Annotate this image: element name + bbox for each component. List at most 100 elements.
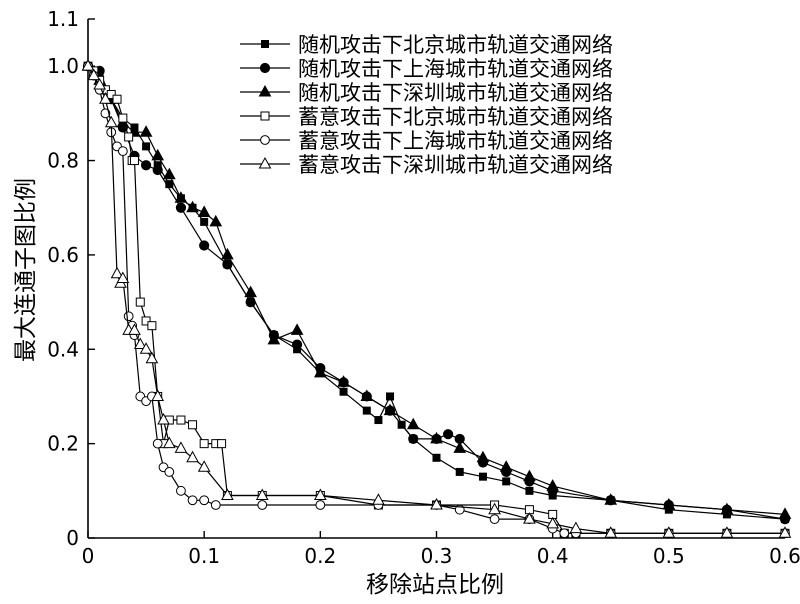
data-point [99,92,112,104]
legend-item-2: 随机攻击下上海城市轨道交通网络 [240,57,613,81]
data-point [523,469,536,482]
data-point [720,502,734,515]
legend-marker [260,111,270,121]
x-tick-label: 0.2 [304,544,336,568]
y-tick-label: 0.6 [47,243,79,267]
data-point [209,214,223,227]
data-point [200,217,209,226]
data-point [720,526,734,538]
data-point [110,266,124,279]
data-point [116,271,130,283]
data-point [118,113,128,123]
data-point [197,205,211,217]
data-point [199,495,210,506]
axes: 0 0.1 0.2 0.3 0.4 0.5 0.6 0 0.2 0.4 0.6 0.8 1.0 1.1 [47,7,800,568]
y-tick-label: 1.0 [47,54,79,78]
x-tick-label: 0.4 [537,544,569,568]
legend-marker [261,40,269,48]
data-point [81,59,95,71]
data-point [151,389,165,401]
data-point [151,148,165,161]
data-point [145,351,159,364]
data-point [559,528,570,539]
y-tick-label: 0.4 [47,337,79,361]
data-point [162,436,176,449]
data-point [139,342,153,354]
legend-marker [259,62,271,74]
data-point [157,413,170,425]
data-point [142,142,151,151]
legend-item-3: 随机攻击下深圳城市轨道交通网络 [240,81,613,105]
legend-item-5: 蓄意攻击下上海城市轨道交通网络 [240,129,613,153]
data-point [523,512,536,524]
data-point [141,316,151,326]
data-point [87,68,101,81]
data-point [499,460,513,472]
data-point [257,500,268,510]
data-point [383,403,397,416]
data-point [186,450,199,463]
data-point [100,108,111,119]
data-point [339,387,348,396]
data-point [123,311,134,322]
x-tick-label: 0.3 [421,544,453,568]
legend-label: 随机攻击下上海城市轨道交通网络 [298,57,613,81]
data-point [290,323,304,335]
legend-marker [258,156,272,169]
legend-label: 蓄意攻击下北京城市轨道交通网络 [298,105,613,129]
data-point [292,339,303,350]
legend: 随机攻击下北京城市轨道交通网络随机攻击下上海城市轨道交通网络随机攻击下深圳城市轨… [240,33,613,177]
data-point [164,467,175,477]
data-point [210,500,221,510]
data-point [152,164,163,176]
series-layer [81,59,792,539]
data-point [432,453,441,462]
data-point [117,146,128,157]
y-tick-label: 0.2 [47,432,79,456]
data-point [128,323,141,335]
data-point [147,321,157,331]
data-point [778,526,792,538]
data-point [139,125,153,137]
data-point [569,521,583,534]
data-point [430,431,443,444]
y-tick-label: 0.8 [47,149,79,173]
data-point [135,297,145,307]
data-point [502,477,511,486]
data-point [93,78,106,90]
data-point [662,497,676,510]
data-point [197,460,211,472]
data-point [604,526,618,538]
legend-label: 蓄意攻击下深圳城市轨道交通网络 [298,153,613,177]
data-point [176,415,186,425]
y-tick-label: 1.1 [47,7,79,31]
x-tick-label: 0.5 [653,544,685,568]
legend-label: 蓄意攻击下上海城市轨道交通网络 [298,129,613,153]
data-point [176,485,186,496]
data-point [374,416,383,425]
data-point [188,420,198,430]
x-axis-title: 移除站点比例 [366,572,504,598]
legend-label: 随机攻击下北京城市轨道交通网络 [298,33,613,57]
data-point [217,439,227,449]
legend-item-6: 蓄意攻击下深圳城市轨道交通网络 [240,153,613,177]
legend-item-1: 随机攻击下北京城市轨道交通网络 [240,33,613,57]
data-point [186,200,199,213]
x-tick-label: 0 [82,544,95,568]
data-point [408,433,419,445]
data-point [255,488,269,501]
data-point [140,160,152,171]
data-point [313,488,327,501]
data-point [546,516,560,529]
data-point [221,488,234,501]
y-axis-title: 最大连通子图比例 [13,178,39,362]
data-point [604,493,618,505]
data-point [488,502,501,515]
data-point [430,497,443,510]
data-point [106,89,116,99]
legend-item-4: 蓄意攻击下北京城市轨道交通网络 [240,105,613,129]
data-point [244,285,257,298]
data-point [337,375,350,387]
data-point [443,429,454,440]
